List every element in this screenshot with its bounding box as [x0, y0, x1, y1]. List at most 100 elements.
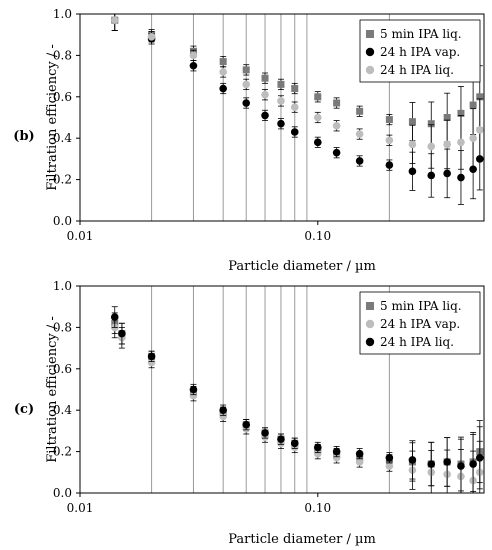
y-tick-label: 0.8: [53, 48, 72, 62]
data-point: [314, 93, 322, 101]
y-tick-label: 0.2: [53, 445, 72, 459]
data-point: [277, 119, 285, 128]
plot-frame: [79, 285, 485, 494]
data-point: [110, 16, 119, 25]
data-point: [443, 458, 451, 466]
data-point: [408, 456, 417, 464]
data-point: [427, 171, 436, 180]
data-point: [291, 85, 299, 93]
legend: 5 min IPA liq. 24 h IPA vap. 24 h IPA liq.: [359, 19, 481, 83]
data-point: [443, 114, 451, 121]
data-point: [189, 51, 198, 60]
y-tick-label: 1.0: [53, 7, 72, 21]
data-point: [261, 90, 269, 99]
chart-panel-c: 0.0 0.2 0.4 0.6 0.8 1.0 0.01 0.10 Particle diame…: [14, 279, 485, 547]
y-tick-label: 0.4: [53, 131, 72, 145]
data-point: [290, 128, 299, 136]
y-tick-label: 0.6: [53, 90, 72, 104]
y-tick-label: 0.2: [53, 173, 72, 187]
x-tick-label: 0.10: [304, 229, 331, 243]
data-point: [457, 138, 465, 147]
legend-label: 24 h IPA liq.: [380, 63, 454, 77]
data-point: [219, 406, 227, 415]
data-point: [219, 58, 227, 66]
legend-marker: [365, 47, 375, 57]
data-point: [427, 120, 435, 128]
x-tick-label: 0.10: [304, 501, 331, 515]
data-point: [355, 130, 364, 138]
series-2: [110, 13, 484, 170]
data-point: [469, 101, 477, 109]
y-tick-label: 0.4: [53, 403, 72, 417]
x-axis-label: Particle diameter / µm: [228, 259, 376, 274]
legend-label: 5 min IPA liq.: [380, 299, 462, 313]
plot-frame: [79, 13, 485, 222]
data-point: [147, 32, 156, 41]
data-point: [261, 429, 269, 437]
data-point: [475, 126, 484, 134]
data-point: [355, 458, 364, 466]
data-point: [332, 148, 341, 157]
data-point: [356, 107, 364, 115]
y-tick-label: 0.0: [53, 214, 72, 228]
data-point: [313, 138, 322, 147]
data-point: [332, 447, 341, 456]
data-point: [408, 167, 417, 176]
x-tick-label: 0.01: [67, 501, 94, 515]
data-point: [147, 358, 156, 367]
data-point: [443, 140, 451, 149]
legend-marker: [366, 30, 374, 38]
y-tick-label: 0.0: [53, 486, 72, 500]
legend-marker: [366, 302, 374, 310]
x-tick-label: 0.01: [67, 229, 94, 243]
series-2: [110, 306, 484, 494]
legend-marker: [365, 337, 375, 347]
data-point: [332, 121, 341, 130]
legend: 5 min IPA liq. 24 h IPA vap. 24 h IPA liq.: [359, 291, 481, 355]
data-point: [427, 142, 436, 151]
data-point: [333, 99, 341, 107]
data-point: [110, 313, 119, 321]
data-point: [469, 460, 477, 468]
data-point: [457, 109, 465, 117]
legend-label: 24 h IPA liq.: [380, 335, 454, 349]
data-point: [476, 93, 484, 101]
data-point: [355, 449, 364, 458]
y-axis-label: Filtration efficiency / -: [45, 316, 60, 463]
data-point: [242, 99, 251, 107]
data-point: [385, 161, 394, 169]
legend-label: 24 h IPA vap.: [380, 317, 460, 331]
data-point: [118, 329, 126, 338]
data-point: [219, 84, 227, 93]
data-point: [475, 454, 484, 462]
data-point: [261, 111, 269, 120]
panel-label: (c): [14, 402, 34, 417]
legend-label: 24 h IPA vap.: [380, 45, 460, 59]
data-point: [261, 74, 269, 82]
data-point: [219, 68, 227, 76]
data-point: [147, 352, 156, 361]
data-point: [457, 173, 465, 182]
data-point: [290, 103, 299, 111]
data-point: [385, 116, 393, 124]
data-point: [189, 385, 198, 394]
y-axis-label: Filtration efficiency / -: [45, 44, 60, 191]
data-point: [408, 118, 416, 126]
x-axis-label: Particle diameter / µm: [228, 532, 376, 547]
legend-box: [359, 291, 481, 355]
y-tick-label: 1.0: [53, 279, 72, 293]
data-point: [427, 460, 436, 468]
data-point: [313, 443, 322, 452]
data-point: [219, 412, 227, 421]
data-point: [385, 136, 394, 145]
data-point: [277, 80, 285, 88]
data-point: [385, 462, 394, 470]
legend-marker: [365, 65, 375, 75]
data-point: [443, 169, 451, 178]
y-tick-label: 0.8: [53, 320, 72, 334]
panel-label: (b): [13, 129, 34, 144]
data-point: [469, 134, 477, 142]
chart-panel-b: 0.0 0.2 0.4 0.6 0.8 1.0 0.01 0.10 Particle diame…: [13, 7, 485, 274]
data-point: [189, 391, 198, 400]
